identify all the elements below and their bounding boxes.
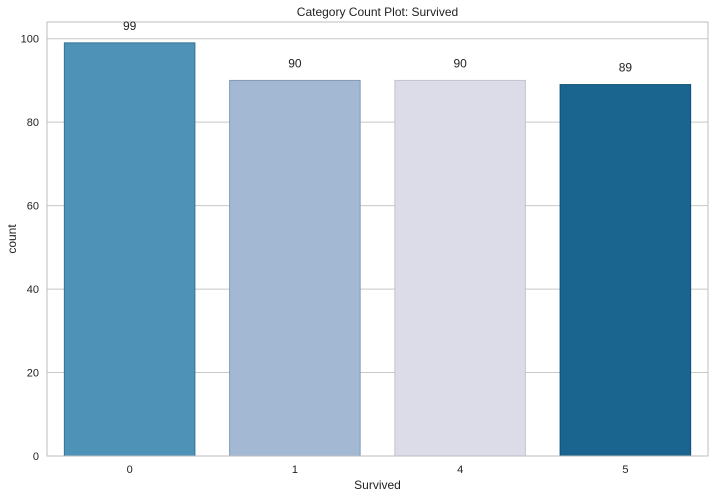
bar-1 <box>229 79 361 457</box>
bars <box>63 42 692 457</box>
plot-frame <box>46 21 709 457</box>
x-axis-label: Survived <box>354 478 401 492</box>
y-tick-label: 60 <box>27 201 39 213</box>
bar-5 <box>559 84 692 457</box>
x-tick-label: 0 <box>127 464 133 476</box>
x-tick-labels: 0 1 4 5 <box>127 464 629 476</box>
bar-0 <box>63 42 196 457</box>
y-tick-label: 100 <box>21 34 39 46</box>
data-label: 89 <box>619 61 633 75</box>
data-label: 90 <box>453 56 467 70</box>
data-label: 99 <box>123 19 137 33</box>
bar-4 <box>394 79 526 457</box>
data-label: 90 <box>288 56 302 70</box>
chart-title: Category Count Plot: Survived <box>297 5 458 19</box>
data-labels: 99 90 90 89 <box>123 19 632 75</box>
y-tick-label: 40 <box>27 284 39 296</box>
x-tick-label: 4 <box>457 464 463 476</box>
y-tick-label: 0 <box>33 451 39 463</box>
y-tick-labels: 0 20 40 60 80 100 <box>21 34 39 463</box>
y-axis-label: count <box>5 224 19 254</box>
y-tick-label: 80 <box>27 117 39 129</box>
x-tick-label: 1 <box>292 464 298 476</box>
y-tick-label: 20 <box>27 368 39 380</box>
x-tick-label: 5 <box>622 464 628 476</box>
